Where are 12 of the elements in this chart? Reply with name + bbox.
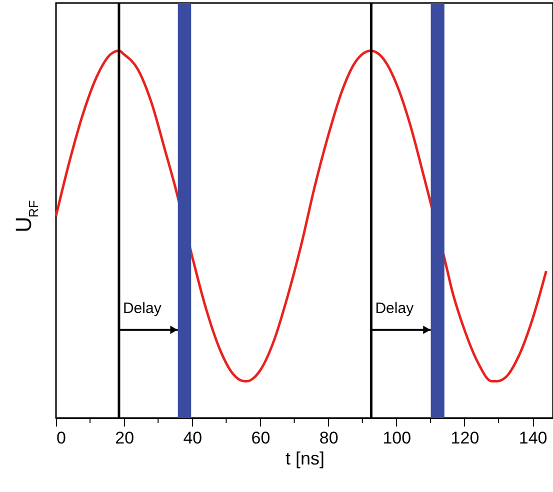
x-axis-title: t [ns] (285, 448, 325, 468)
x-tick-label: 80 (319, 428, 338, 448)
x-tick-label: 0 (56, 428, 66, 448)
x-tick-label: 120 (450, 428, 480, 448)
x-tick-label: 140 (518, 428, 548, 448)
x-tick-label: 60 (251, 428, 270, 448)
annotation: Delay (375, 300, 414, 317)
annotation: Delay (122, 300, 162, 317)
x-tick-label: 40 (183, 428, 202, 448)
y-axis-title: URF (11, 200, 41, 232)
x-tick-label: 20 (115, 428, 134, 448)
x-tick-label: 100 (382, 428, 412, 448)
